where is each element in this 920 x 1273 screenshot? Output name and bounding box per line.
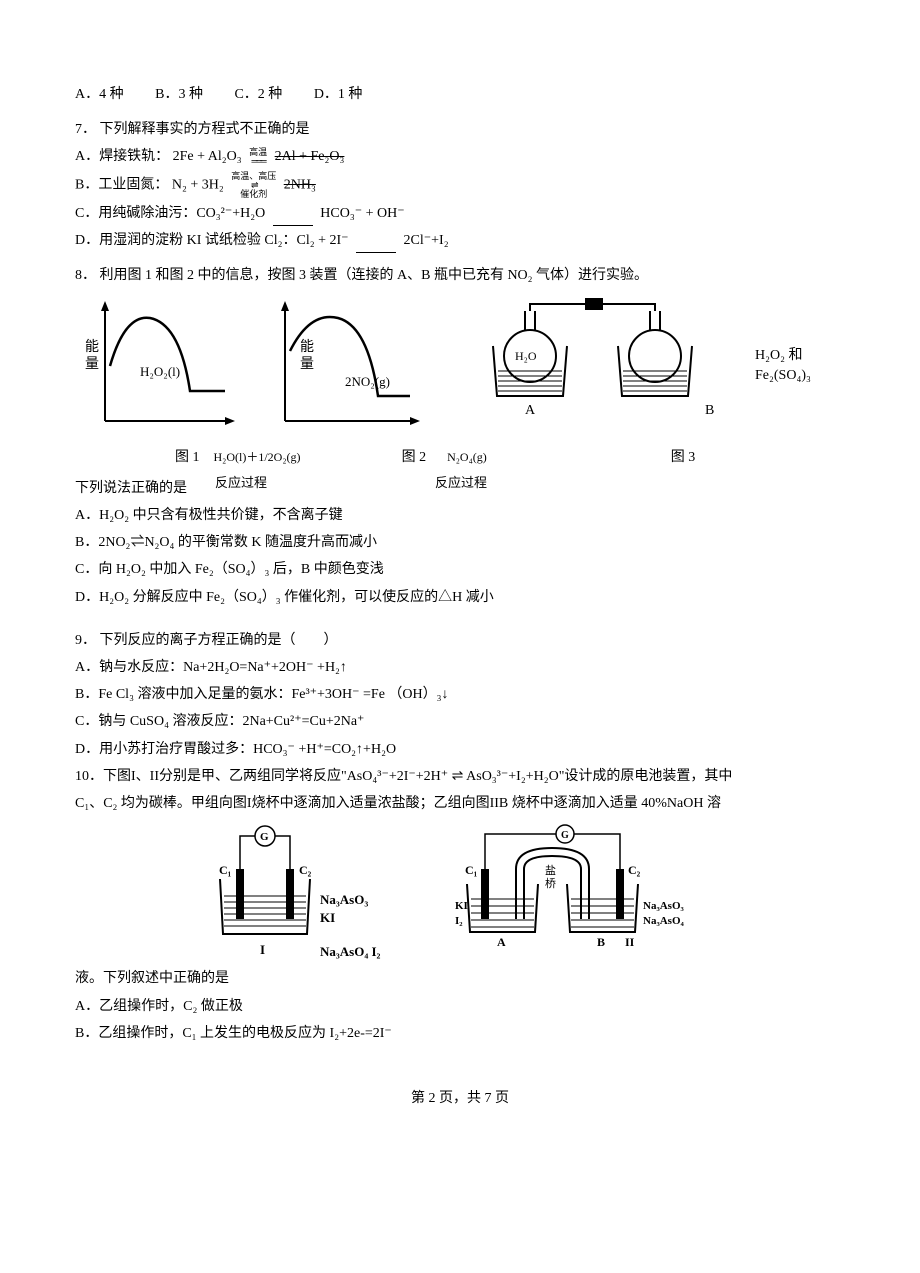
page-footer: 第 2 页，共 7 页 (75, 1086, 845, 1111)
q8-opt-a: A．H₂O₂ 中只含有极性共价键，不含离子键 (75, 503, 845, 528)
svg-text:C₁: C₁ (465, 863, 478, 877)
q7-opt-c: C．用纯碱除油污：CO₃²⁻+H₂O HCO₃⁻ + OH⁻ (75, 201, 845, 226)
q7-stem: 7． 下列解释事实的方程式不正确的是 (75, 117, 845, 142)
q7-a-label: A．焊接铁轨： 2Fe + Al₂O₃ (75, 149, 242, 164)
fig1-svg: 能 量 H₂O₂(l) (80, 296, 240, 436)
q8-figures: 能 量 H₂O₂(l) 能 量 2NO₂(g) H₂O (75, 296, 845, 445)
fig1-xlabel: H₂O(l)＋1/2O₂(g) (214, 450, 301, 464)
fig2-caption: 图 2 (402, 450, 427, 465)
q7-a-arrow: 高温 ═══ (249, 148, 267, 166)
q10-figures: G C₁ C₂ Na₃AsO₃ KI I Na (75, 824, 845, 968)
q7-c-arrow (273, 207, 313, 226)
fig3-labelA-text: A (525, 403, 536, 418)
svg-text:盐: 盐 (545, 864, 556, 877)
q9-opt-a: A．钠与水反应：Na+2H₂O=Na⁺+2OH⁻ +H₂↑ (75, 655, 845, 680)
svg-text:I: I (260, 942, 265, 957)
fig1-caption: 图 1 (175, 450, 200, 465)
fig2-y2-text: 量 (300, 356, 314, 372)
q8-opt-d: D．H₂O₂ 分解反应中 Fe₂（SO₄）₃ 作催化剂，可以使反应的△H 减小 (75, 585, 845, 610)
q10-opt-a: A．乙组操作时，C₂ 做正极 (75, 994, 845, 1019)
fig2-y1-text: 能 (300, 339, 314, 355)
fig2: 能 量 2NO₂(g) (255, 296, 435, 445)
fig1-y2-text: 量 (85, 356, 99, 372)
svg-text:桥: 桥 (545, 877, 556, 890)
q6-opt-a: A．4 种 (75, 87, 124, 102)
q8-opt-b: B．2NO₂⇌N₂O₄ 的平衡常数 K 随温度升高而减小 (75, 530, 845, 555)
circuit-1: G C₁ C₂ Na₃AsO₃ KI I Na (205, 824, 415, 968)
svg-text:I₂: I₂ (455, 915, 463, 927)
circuit-2: G C₁ C₂ 盐 桥 KI I₂ (455, 824, 715, 968)
fig3: H₂O A B (455, 296, 735, 445)
q9-stem: 9． 下列反应的离子方程正确的是（ ） (75, 628, 845, 653)
q10-stem3: 液。下列叙述中正确的是 (75, 966, 845, 991)
svg-text:G: G (561, 830, 569, 841)
circuit2-svg: G C₁ C₂ 盐 桥 KI I₂ (455, 824, 715, 959)
svg-text:A: A (497, 935, 506, 949)
fig1: 能 量 H₂O₂(l) (75, 296, 245, 445)
fig1-curve-label-text: H₂O₂(l) (140, 364, 180, 379)
q10-opt-b: B．乙组操作时，C₁ 上发生的电极反应为 I₂+2e-=2I⁻ (75, 1021, 845, 1046)
q7-b-label: B．工业固氮： N₂ + 3H₂ (75, 177, 224, 192)
svg-text:G: G (260, 831, 269, 843)
q7-d-rhs: 2Cl⁻+I₂ (404, 233, 449, 248)
q6-opt-d: D．1 种 (314, 87, 363, 102)
q7-opt-a: A．焊接铁轨： 2Fe + Al₂O₃ 高温 ═══ 2Al + Fe₂O₃ (75, 144, 845, 169)
fig3-svg: H₂O A B (465, 296, 725, 436)
q8-captions: 图 1 H₂O(l)＋1/2O₂(g) 图 2 N₂O₄(g) 图 3 (75, 445, 845, 470)
fig2-curve-label-text: 2NO₂(g) (345, 374, 390, 389)
q7-a-rhs: 2Al + Fe₂O₃ (275, 149, 345, 164)
q7-opt-b: B．工业固氮： N₂ + 3H₂ 高温、高压 ⇌ 催化剂 2NH₃ (75, 172, 845, 199)
svg-text:C₂: C₂ (299, 863, 312, 877)
svg-text:II: II (625, 935, 635, 949)
side-l1: H₂O₂ 和 (755, 346, 811, 366)
circuit1-svg: G C₁ C₂ Na₃AsO₃ KI I (205, 824, 415, 959)
svg-text:C₁: C₁ (219, 863, 232, 877)
svg-text:Na₃AsO₃: Na₃AsO₃ (643, 900, 685, 912)
fig1-y1-text: 能 (85, 339, 99, 355)
svg-text:KI: KI (455, 900, 468, 912)
q8-stem: 8． 利用图 1 和图 2 中的信息，按图 3 装置（连接的 A、B 瓶中已充有… (75, 263, 845, 288)
fig2-svg: 能 量 2NO₂(g) (260, 296, 430, 436)
fig3-caption: 图 3 (671, 450, 696, 465)
q8-opt-c: C．向 H₂O₂ 中加入 Fe₂（SO₄）₃ 后，B 中颜色变浅 (75, 557, 845, 582)
q7-b-rhs: 2NH₃ (284, 177, 316, 192)
q7-opt-d: D．用湿润的淀粉 KI 试纸检验 Cl₂：Cl₂ + 2I⁻ 2Cl⁻+I₂ (75, 228, 845, 253)
q9-opt-c: C．钠与 CuSO₄ 溶液反应：2Na+Cu²⁺=Cu+2Na⁺ (75, 709, 845, 734)
side-l2: Fe₂(SO₄)₃ (755, 366, 811, 386)
svg-text:KI: KI (320, 910, 335, 925)
q7-c-label: C．用纯碱除油污：CO₃²⁻+H₂O (75, 206, 265, 221)
fig3-labelB-text: B (705, 403, 714, 418)
q7-b-cond-bot: 催化剂 (231, 190, 276, 199)
q7-d-arrow (356, 234, 396, 253)
q9-opt-b: B．Fe Cl₃ 溶液中加入足量的氨水：Fe³⁺+3OH⁻ =Fe （OH）₃↓ (75, 682, 845, 707)
q7-d-label: D．用湿润的淀粉 KI 试纸检验 Cl₂：Cl₂ + 2I⁻ (75, 233, 349, 248)
fig1-sub: 反应过程 (215, 471, 435, 494)
fig2-xlabel: N₂O₄(g) (447, 450, 487, 464)
q6-options: A．4 种 B．3 种 C．2 种 D．1 种 (75, 82, 845, 107)
svg-text:C₂: C₂ (628, 863, 641, 877)
q8-side-labels: H₂O₂ 和 Fe₂(SO₄)₃ (735, 346, 811, 445)
q7-b-arrow: 高温、高压 ⇌ 催化剂 (231, 172, 276, 199)
svg-text:Na₃AsO₃: Na₃AsO₃ (320, 892, 368, 907)
q9-opt-d: D．用小苏打治疗胃酸过多：HCO₃⁻ +H⁺=CO₂↑+H₂O (75, 737, 845, 762)
q6-opt-b: B．3 种 (155, 87, 203, 102)
fig3-flaskA-text: H₂O (515, 349, 537, 363)
fig2-sub: 反应过程 (435, 471, 635, 494)
q6-opt-c: C．2 种 (234, 87, 282, 102)
svg-text:Na₃AsO₄: Na₃AsO₄ (643, 915, 685, 927)
q10-stem1: 10．下图I、II分别是甲、乙两组同学将反应"AsO₄³⁻+2I⁻+2H⁺ ⇌ … (75, 764, 845, 789)
q10-stem2: C₁、C₂ 均为碳棒。甲组向图I烧杯中逐滴加入适量浓盐酸；乙组向图IIB 烧杯中… (75, 791, 845, 816)
q7-c-rhs: HCO₃⁻ + OH⁻ (320, 206, 404, 221)
svg-text:B: B (597, 935, 605, 949)
